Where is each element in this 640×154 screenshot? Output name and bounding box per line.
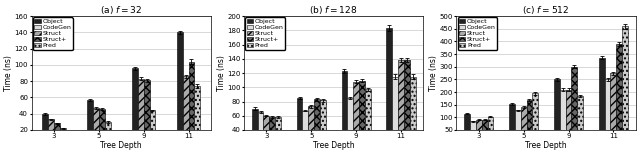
Bar xyxy=(476,120,482,143)
Bar xyxy=(398,60,404,154)
Bar xyxy=(482,120,488,143)
Bar xyxy=(566,89,572,143)
Bar xyxy=(404,60,410,154)
Y-axis label: Time (ns): Time (ns) xyxy=(4,55,13,91)
Bar xyxy=(515,111,521,143)
Bar xyxy=(60,128,66,146)
Bar xyxy=(258,112,264,154)
Bar xyxy=(269,117,275,154)
Bar xyxy=(105,122,111,146)
Bar xyxy=(348,98,353,154)
Bar xyxy=(264,116,269,154)
Bar xyxy=(577,96,583,143)
Bar xyxy=(554,79,560,143)
Bar xyxy=(132,68,138,146)
Bar xyxy=(392,77,398,154)
Bar xyxy=(150,110,156,146)
X-axis label: Tree Depth: Tree Depth xyxy=(525,141,567,150)
Title: (c) $f = 512$: (c) $f = 512$ xyxy=(522,4,570,16)
Bar xyxy=(308,107,314,154)
Y-axis label: Time (ns): Time (ns) xyxy=(429,55,438,91)
Bar xyxy=(195,86,200,146)
Bar xyxy=(622,26,628,143)
Bar xyxy=(359,81,365,154)
X-axis label: Tree Depth: Tree Depth xyxy=(100,141,142,150)
Bar xyxy=(611,73,616,143)
Bar xyxy=(54,124,60,146)
Bar xyxy=(138,79,144,146)
Bar xyxy=(605,79,611,143)
Bar xyxy=(42,114,48,146)
Bar xyxy=(488,117,493,143)
Bar xyxy=(252,109,258,154)
Bar xyxy=(365,89,371,154)
Legend: Object, CodeGen, Struct, Struct+, Pred: Object, CodeGen, Struct, Struct+, Pred xyxy=(458,17,497,50)
Bar xyxy=(320,100,326,154)
Bar xyxy=(410,77,415,154)
Bar xyxy=(532,93,538,143)
Bar xyxy=(464,113,470,143)
Bar xyxy=(189,62,195,146)
Bar xyxy=(521,107,527,143)
Bar xyxy=(144,80,150,146)
Bar xyxy=(509,104,515,143)
Bar xyxy=(387,28,392,154)
Bar xyxy=(353,82,359,154)
Bar xyxy=(297,98,303,154)
Legend: Object, CodeGen, Struct, Struct+, Pred: Object, CodeGen, Struct, Struct+, Pred xyxy=(245,17,285,50)
Bar xyxy=(177,32,183,146)
Bar xyxy=(314,99,320,154)
Title: (b) $f = 128$: (b) $f = 128$ xyxy=(310,4,358,16)
Y-axis label: Time (ns): Time (ns) xyxy=(216,55,225,91)
Bar xyxy=(183,76,189,146)
Bar xyxy=(275,117,281,154)
Bar xyxy=(560,89,566,143)
Bar xyxy=(48,119,54,146)
X-axis label: Tree Depth: Tree Depth xyxy=(313,141,355,150)
Bar xyxy=(527,100,532,143)
Bar xyxy=(303,111,308,154)
Bar xyxy=(99,109,105,146)
Bar xyxy=(572,67,577,143)
Title: (a) $f = 32$: (a) $f = 32$ xyxy=(100,4,142,16)
Bar xyxy=(470,121,476,143)
Legend: Object, CodeGen, Struct, Struct+, Pred: Object, CodeGen, Struct, Struct+, Pred xyxy=(33,17,72,50)
Bar xyxy=(93,108,99,146)
Bar xyxy=(599,58,605,143)
Bar xyxy=(616,44,622,143)
Bar xyxy=(342,71,348,154)
Bar xyxy=(87,100,93,146)
